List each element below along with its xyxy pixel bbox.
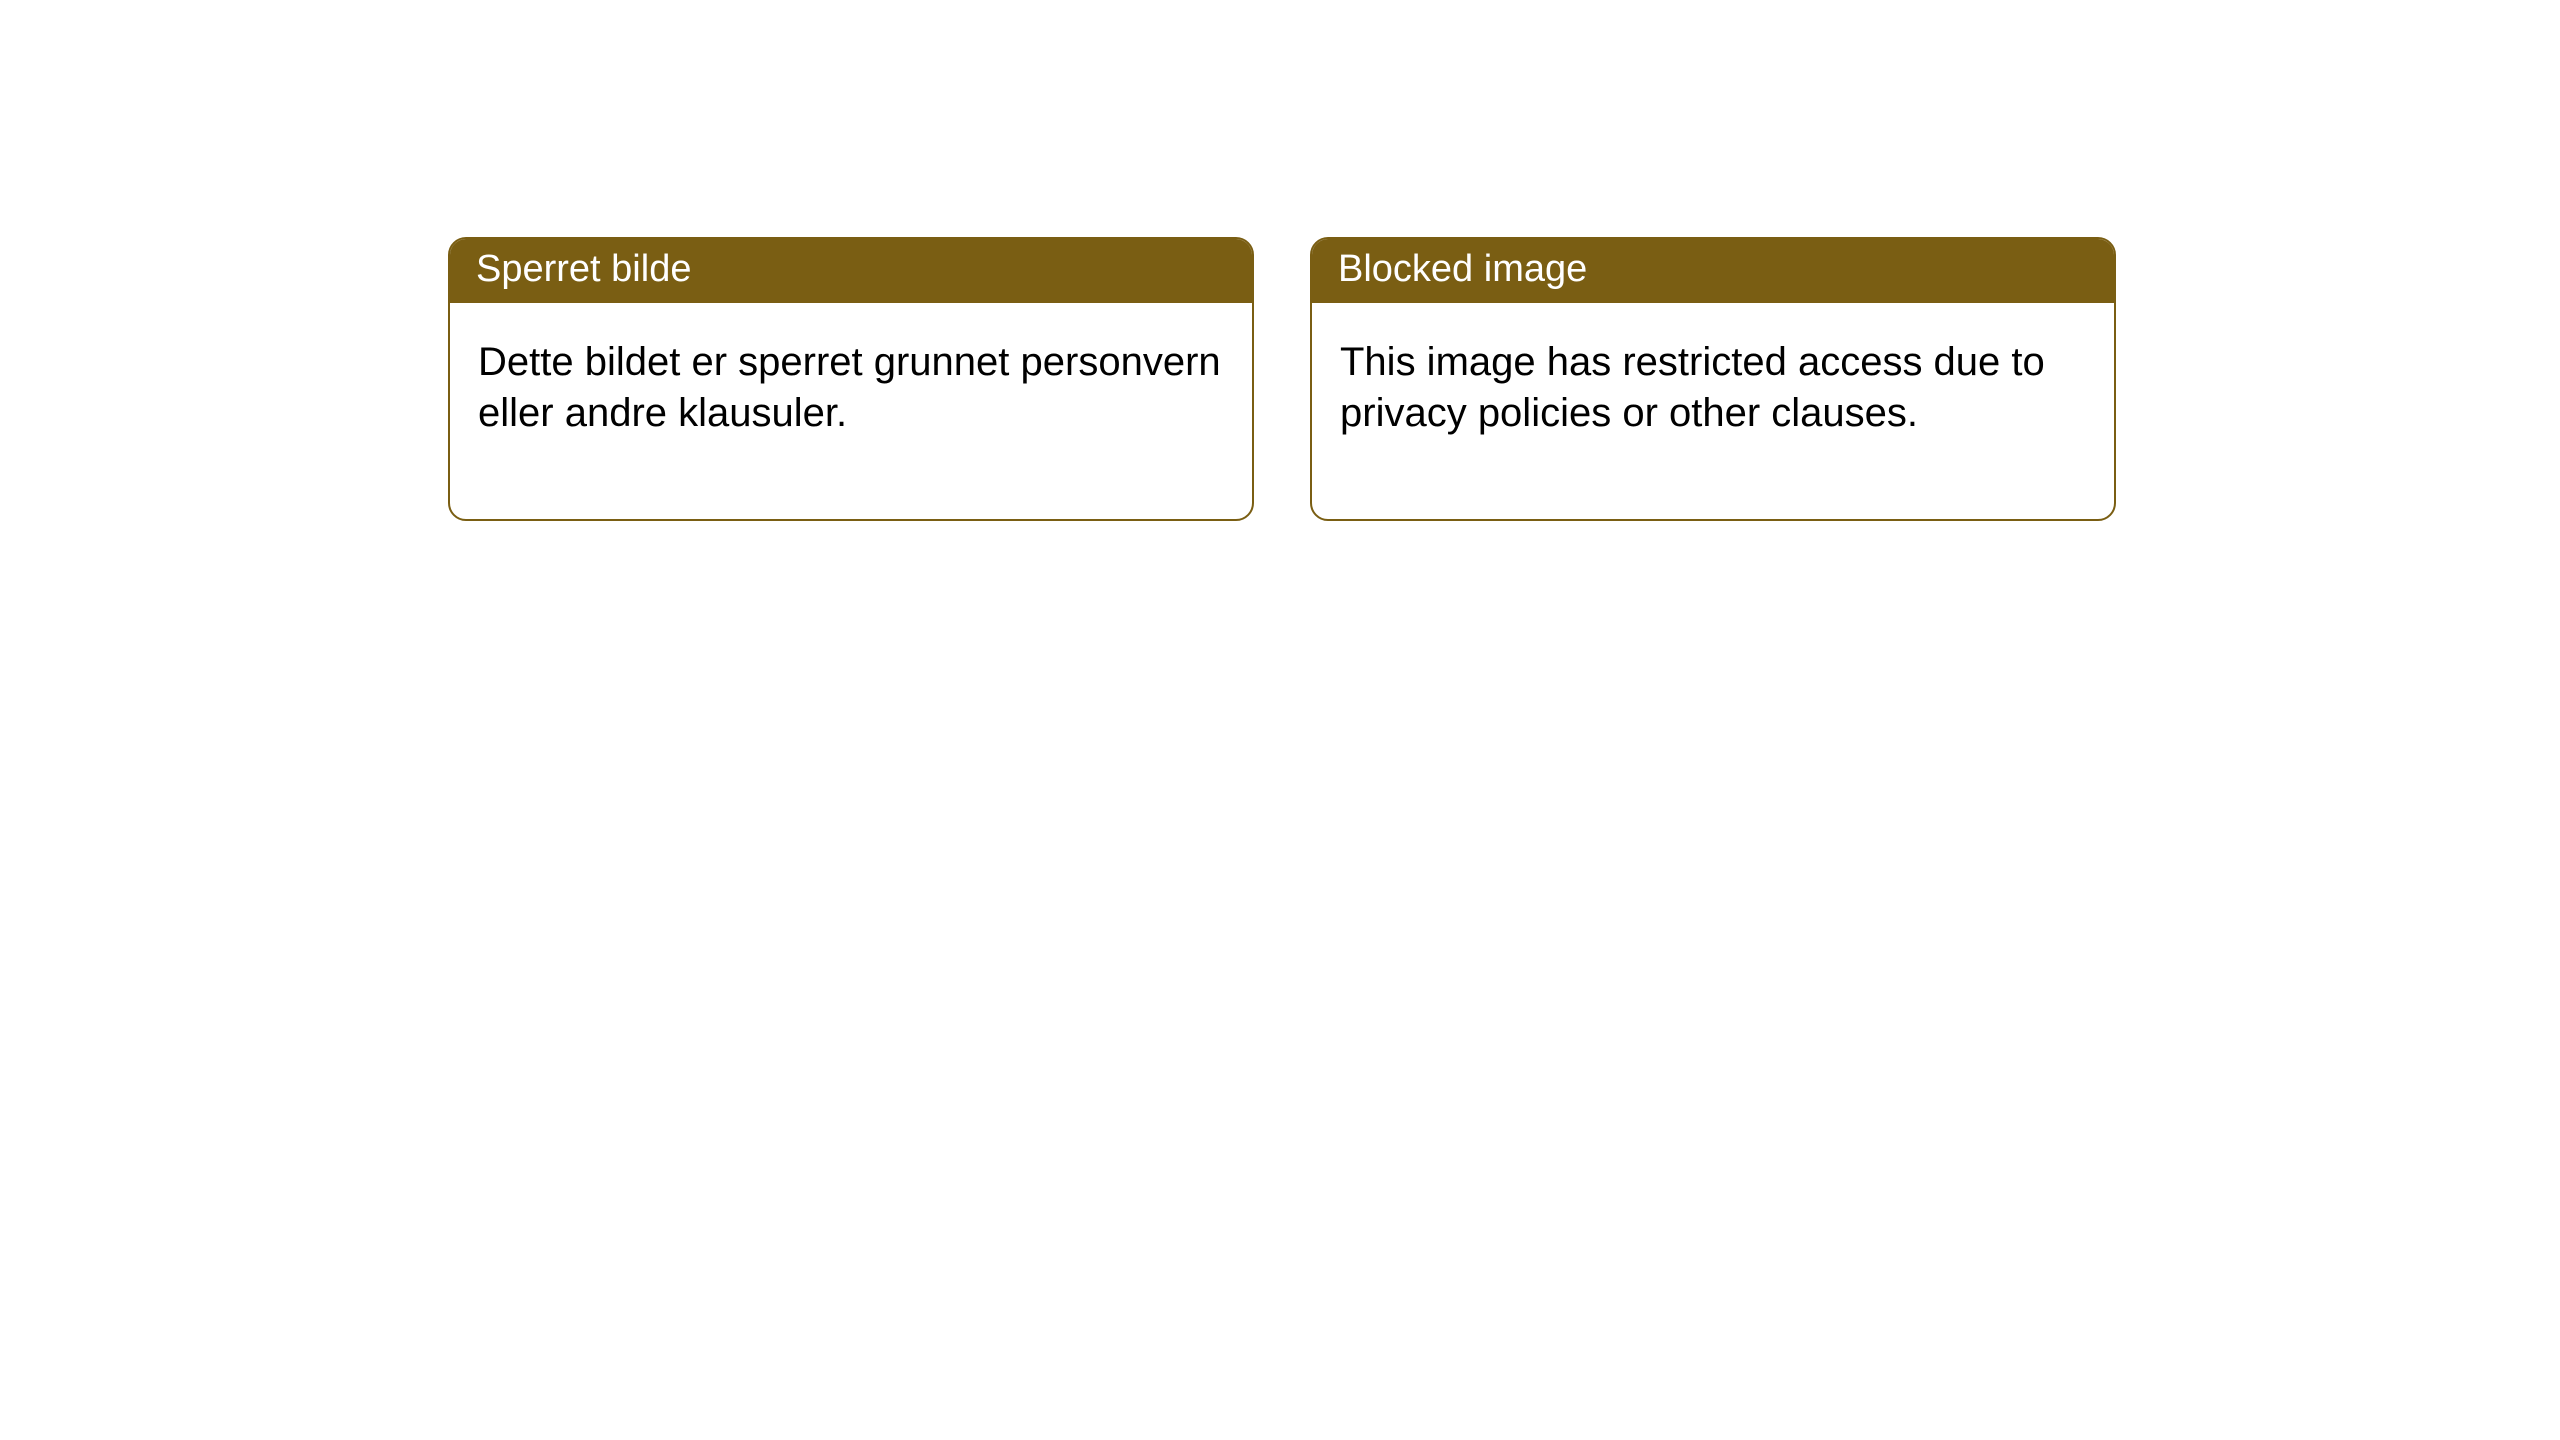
notice-card-english: Blocked image This image has restricted … xyxy=(1310,237,2116,521)
notice-card-norwegian: Sperret bilde Dette bildet er sperret gr… xyxy=(448,237,1254,521)
notice-body-norwegian: Dette bildet er sperret grunnet personve… xyxy=(450,303,1252,519)
notice-title-english: Blocked image xyxy=(1312,239,2114,303)
notice-title-norwegian: Sperret bilde xyxy=(450,239,1252,303)
notice-body-english: This image has restricted access due to … xyxy=(1312,303,2114,519)
notice-container: Sperret bilde Dette bildet er sperret gr… xyxy=(0,0,2560,521)
